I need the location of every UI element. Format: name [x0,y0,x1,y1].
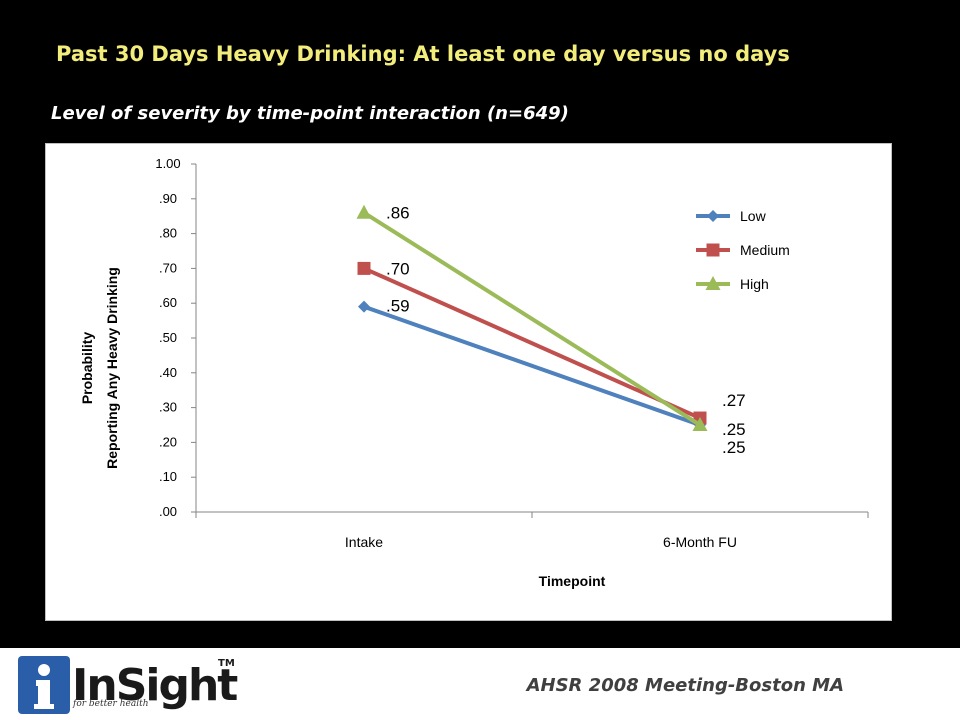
data-point-marker [358,300,370,313]
legend-entry: Low [696,208,767,224]
series-medium: .70 .27 [357,259,746,425]
data-point-marker [706,243,720,257]
data-label: .86 [386,204,410,223]
y-tick-label: .30 [159,400,177,415]
series-high: .86 .25 [356,204,746,457]
data-point-marker [357,261,371,275]
y-tick-label: .10 [159,469,177,484]
y-axis-title-line: Probability [79,332,95,405]
series-line [362,211,702,427]
chart-area: .00 .10 .20 .30 .40 .50 .60 .70 .80 .90 1.00 Intake… [45,143,892,621]
x-axis-title: Timepoint [539,573,606,589]
data-label: .25 [722,438,746,457]
legend-label: Low [740,208,767,224]
series-line [363,266,701,420]
legend-label: Medium [740,242,790,258]
data-label: .25 [722,420,746,439]
y-tick-label: .20 [159,434,177,449]
y-tick-label: .00 [159,504,177,519]
x-tick-label: Intake [345,534,383,550]
chart-series: .59 .25 .70 .27 .86 .25 [356,204,746,457]
legend-entry: Medium [696,242,790,258]
y-axis-title-line: Reporting Any Heavy Drinking [104,267,120,469]
slide-subtitle: Level of severity by time-point interact… [51,103,569,124]
y-axis-label: Probability Reporting Any Heavy Drinking [79,267,120,469]
legend-label: High [740,276,769,292]
data-point-marker [705,276,721,290]
logo-wordmark: InSight [72,660,238,711]
x-tick-label: 6-Month FU [663,534,737,550]
data-label: .27 [722,391,746,410]
y-tick-label: .70 [159,260,177,275]
data-point-marker [707,210,719,222]
line-chart: .00 .10 .20 .30 .40 .50 .60 .70 .80 .90 1.00 Intake… [79,156,869,589]
footer-bar: InSight TM for better health AHSR 2008 M… [0,648,960,720]
data-point-marker [692,417,708,431]
y-tick-label: .50 [159,330,177,345]
data-point-marker [356,204,372,219]
logo-trademark: TM [218,658,235,669]
chart-axes: .00 .10 .20 .30 .40 .50 .60 .70 .80 .90 1.00 Intake… [155,156,869,589]
data-label: .59 [386,297,410,316]
legend-entry: High [696,276,769,292]
info-logo-icon [18,656,70,714]
slide-title: Past 30 Days Heavy Drinking: At least on… [56,42,790,66]
y-tick-label: .90 [159,191,177,206]
y-tick-label: .60 [159,295,177,310]
meeting-caption: AHSR 2008 Meeting-Boston MA [526,675,844,696]
series-line [363,304,701,427]
y-tick-label: 1.00 [155,156,180,171]
y-tick-label: .80 [159,226,177,241]
chart-legend: Low Medium High [696,208,790,292]
y-tick-label: .40 [159,365,177,380]
data-label: .70 [386,259,410,278]
logo-tagline: for better health [73,699,149,709]
